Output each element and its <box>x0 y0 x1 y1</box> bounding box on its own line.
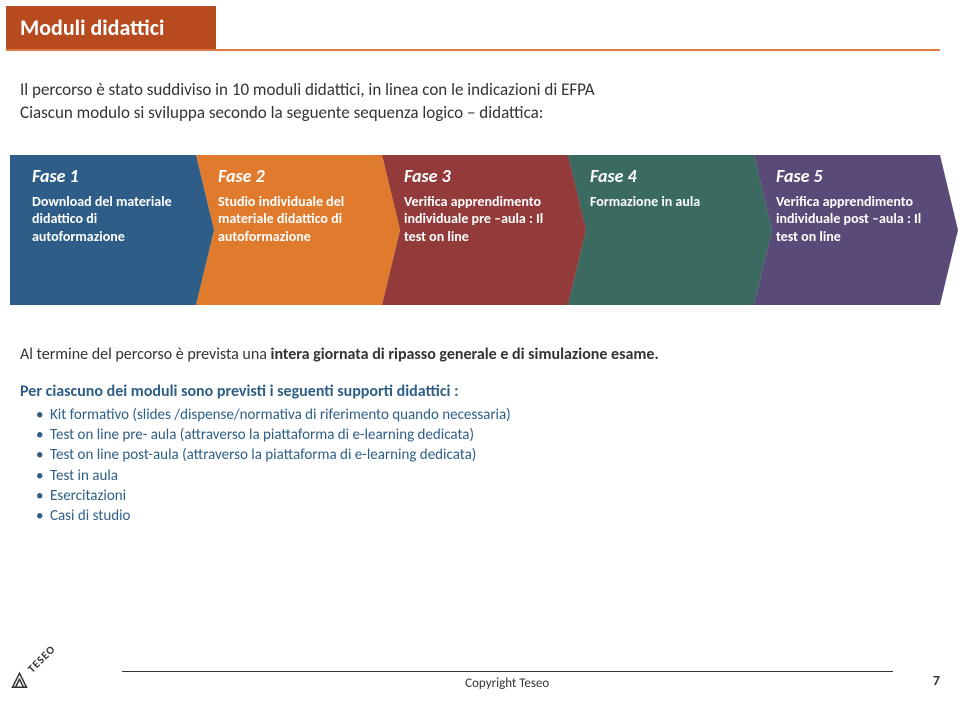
summary-text: Al termine del percorso è prevista una i… <box>20 345 940 364</box>
phase-2-title: Fase 2 <box>218 165 368 187</box>
supports-block: Per ciascuno dei moduli sono previsti i … <box>20 382 940 527</box>
phase-3-title: Fase 3 <box>404 165 554 187</box>
phase-2: Fase 2 Studio individuale del materiale … <box>196 155 382 305</box>
phase-4-desc: Formazione in aula <box>590 193 740 211</box>
summary-prefix: Al termine del percorso è prevista una <box>20 345 271 364</box>
phase-arrows: Fase 1 Download del materiale didattico … <box>10 155 950 305</box>
copyright: Copyright Teseo <box>122 671 893 691</box>
phase-4-title: Fase 4 <box>590 165 740 187</box>
intro-line1: Il percorso è stato suddiviso in 10 modu… <box>20 79 940 102</box>
support-item: Kit formativo (slides /dispense/normativ… <box>36 405 940 425</box>
phase-2-desc: Studio individuale del materiale didatti… <box>218 193 368 246</box>
summary-bold: intera giornata di ripasso generale e di… <box>271 345 659 364</box>
logo: TESEO <box>5 640 60 695</box>
intro-line2: Ciascun modulo si sviluppa secondo la se… <box>20 102 940 125</box>
phase-5-desc: Verifica apprendimento individuale post … <box>776 193 926 246</box>
support-item: Test on line post-aula (attraverso la pi… <box>36 445 940 465</box>
page-number: 7 <box>933 672 940 689</box>
supports-list: Kit formativo (slides /dispense/normativ… <box>20 405 940 527</box>
phase-3-desc: Verifica apprendimento individuale pre –… <box>404 193 554 246</box>
phase-5: Fase 5 Verifica apprendimento individual… <box>754 155 940 305</box>
phase-5-title: Fase 5 <box>776 165 926 187</box>
support-item: Test on line pre- aula (attraverso la pi… <box>36 425 940 445</box>
phase-1: Fase 1 Download del materiale didattico … <box>10 155 196 305</box>
section-header: Moduli didattici <box>6 6 216 49</box>
phase-1-title: Fase 1 <box>32 165 182 187</box>
phase-3: Fase 3 Verifica apprendimento individual… <box>382 155 568 305</box>
supports-title: Per ciascuno dei moduli sono previsti i … <box>20 382 940 401</box>
intro-text: Il percorso è stato suddiviso in 10 modu… <box>20 79 940 125</box>
phase-1-desc: Download del materiale didattico di auto… <box>32 193 182 246</box>
logo-text: TESEO <box>25 642 58 675</box>
support-item: Esercitazioni <box>36 486 940 506</box>
logo-icon <box>9 670 29 690</box>
support-item: Casi di studio <box>36 506 940 526</box>
footer: TESEO Copyright Teseo 7 <box>0 657 960 691</box>
support-item: Test in aula <box>36 466 940 486</box>
phase-4: Fase 4 Formazione in aula <box>568 155 754 305</box>
header-underline <box>6 49 940 51</box>
